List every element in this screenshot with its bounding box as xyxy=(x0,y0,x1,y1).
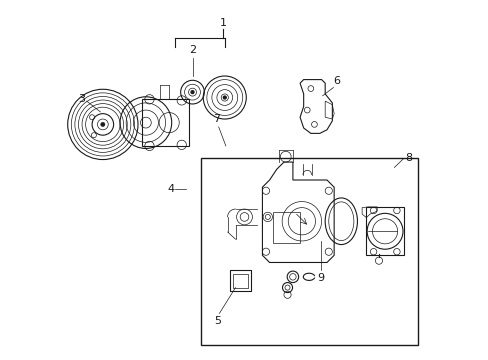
Bar xyxy=(366,207,403,255)
Text: 8: 8 xyxy=(405,153,411,163)
Bar xyxy=(142,99,188,146)
Bar xyxy=(273,212,300,243)
Text: 7: 7 xyxy=(213,114,220,125)
Circle shape xyxy=(223,96,226,99)
Text: 4: 4 xyxy=(167,184,174,194)
Circle shape xyxy=(101,122,105,127)
Bar xyxy=(230,270,250,291)
Bar xyxy=(201,158,418,345)
Text: 1: 1 xyxy=(219,18,226,28)
Text: 6: 6 xyxy=(333,76,340,86)
Text: 5: 5 xyxy=(213,316,220,326)
Text: 9: 9 xyxy=(316,273,324,283)
Circle shape xyxy=(191,91,194,94)
Text: 3: 3 xyxy=(78,94,85,104)
Bar xyxy=(233,274,247,288)
Text: 2: 2 xyxy=(189,45,196,55)
